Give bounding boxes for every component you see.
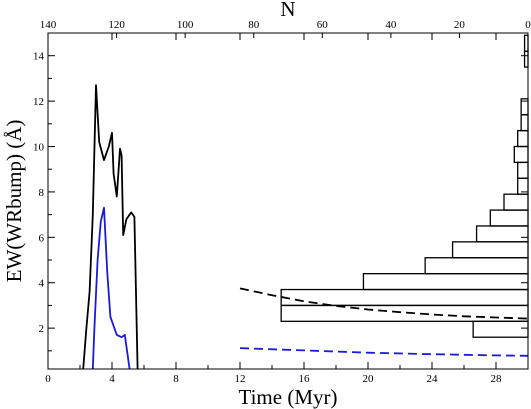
top-tick-label: 40 xyxy=(385,19,397,31)
top-tick-label: 0 xyxy=(525,19,531,31)
histogram-bar xyxy=(520,114,529,132)
y-tick-label: 6 xyxy=(39,232,45,244)
histogram-bar xyxy=(362,272,529,291)
series-line-4 xyxy=(239,347,529,357)
x-tick-label: 8 xyxy=(173,373,179,385)
y-tick-label: 12 xyxy=(33,96,44,108)
histogram-bar xyxy=(451,241,529,259)
y-tick-label: 2 xyxy=(39,323,45,335)
x-tick-label: 20 xyxy=(363,373,375,385)
histogram-bar xyxy=(280,304,529,322)
x-tick-label: 28 xyxy=(491,373,503,385)
top-tick-label: 120 xyxy=(108,19,125,31)
y-axis-title: EW(WRbump) (Å) xyxy=(2,120,26,283)
series-line-3 xyxy=(239,287,529,320)
series-line-2 xyxy=(91,206,131,370)
top-tick-label: 140 xyxy=(40,19,57,31)
x-tick-label: 0 xyxy=(45,373,51,385)
y-tick-label: 14 xyxy=(33,51,45,63)
histogram xyxy=(280,34,529,338)
histogram-bar xyxy=(489,209,529,227)
top-tick-label: 100 xyxy=(177,19,194,31)
series-line-1 xyxy=(82,84,139,370)
histogram-bar xyxy=(503,193,529,211)
histogram-bar xyxy=(424,257,529,275)
x-tick-label: 12 xyxy=(235,373,246,385)
x-tick-label: 24 xyxy=(427,373,439,385)
top-tick-label: 60 xyxy=(317,19,329,31)
histogram-bar xyxy=(517,129,529,148)
plot-frame xyxy=(47,32,529,370)
histogram-bar xyxy=(280,288,529,307)
top-tick-label: 80 xyxy=(248,19,260,31)
x-tick-label: 4 xyxy=(109,373,115,385)
histogram-bar xyxy=(523,50,529,68)
histogram-bar xyxy=(517,161,529,179)
histogram-bar xyxy=(523,34,529,52)
histogram-bar xyxy=(475,225,529,243)
x-tick-label: 16 xyxy=(299,373,311,385)
y-tick-label: 4 xyxy=(39,278,45,290)
y-tick-label: 8 xyxy=(39,187,45,199)
top-axis-title: N xyxy=(280,0,295,21)
y-tick-label: 10 xyxy=(33,142,45,154)
top-tick-label: 20 xyxy=(454,19,466,31)
series-lines xyxy=(82,84,529,370)
histogram-bar xyxy=(472,320,529,338)
x-axis-title: Time (Myr) xyxy=(239,385,338,409)
histogram-bar xyxy=(513,145,529,164)
